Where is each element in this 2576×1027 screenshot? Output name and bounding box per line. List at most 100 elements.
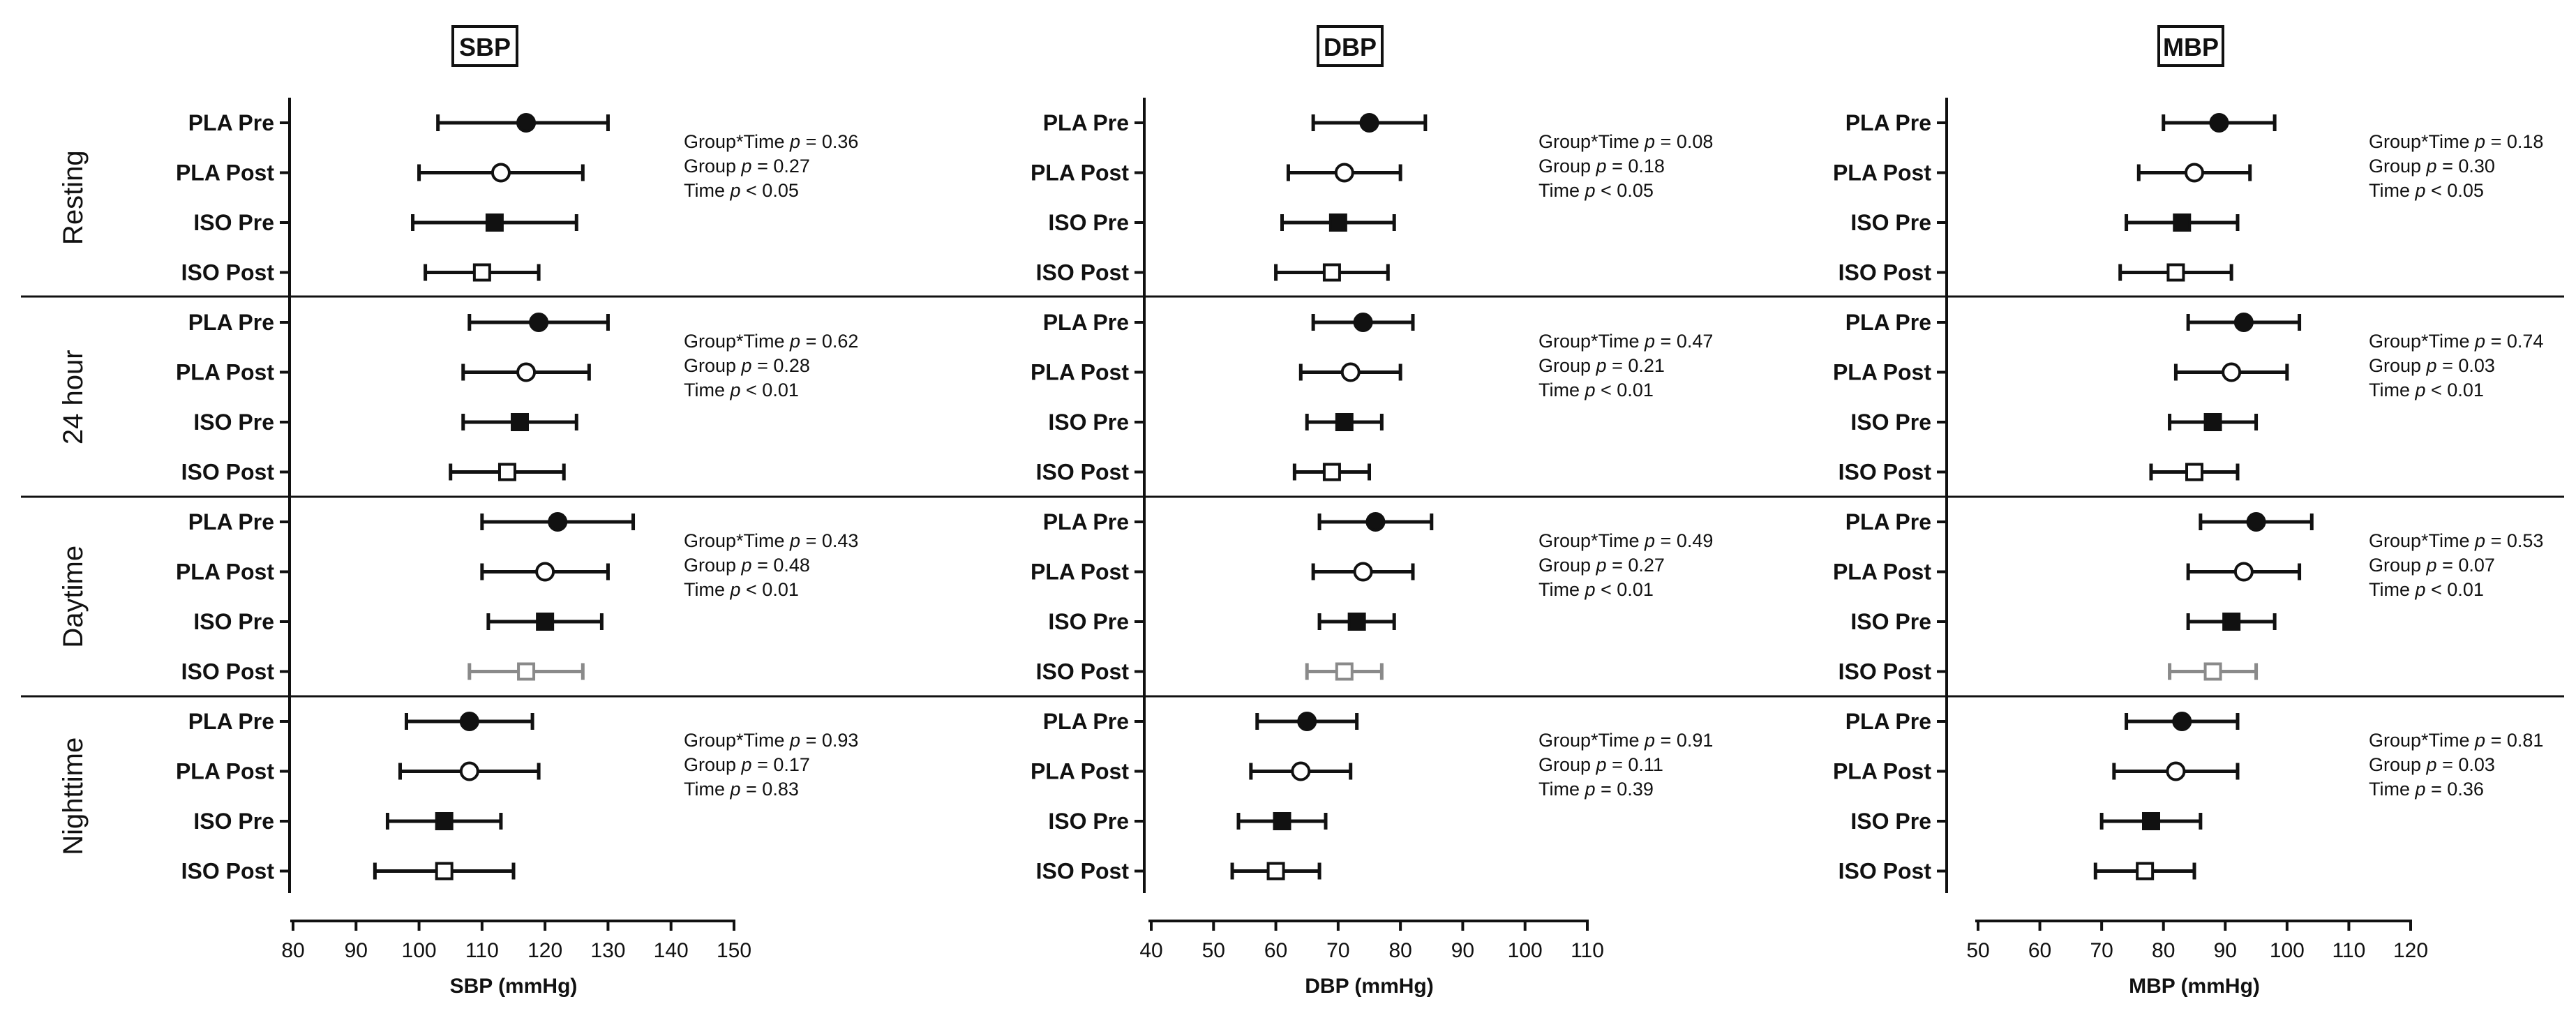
x-tick-label: 40 xyxy=(1139,939,1162,962)
mean-marker-resting-pla-post xyxy=(2185,163,2204,183)
mean-marker-resting-pla-post xyxy=(1334,163,1354,183)
mean-marker-24-hour-pla-post xyxy=(516,362,537,382)
condition-label-nighttime: Nighttime xyxy=(58,737,89,855)
mean-marker-24-hour-iso-post xyxy=(497,463,516,481)
mean-marker-daytime-iso-pre xyxy=(536,613,555,631)
x-tick-label: 130 xyxy=(590,939,625,962)
panel-title: SBP xyxy=(459,33,511,61)
stat-group-nighttime: Group p = 0.17 xyxy=(684,754,810,775)
row-label-pla-pre: PLA Pre xyxy=(1845,310,1931,335)
panel-title: DBP xyxy=(1324,33,1377,61)
x-tick-label: 90 xyxy=(2214,939,2237,962)
mean-marker-daytime-iso-post xyxy=(517,662,536,681)
x-tick-label: 70 xyxy=(2090,939,2113,962)
mean-marker-resting-iso-pre xyxy=(485,213,504,232)
stat-group-resting: Group p = 0.30 xyxy=(2369,156,2495,177)
mean-marker-nighttime-iso-post xyxy=(2136,862,2155,880)
row-label-pla-pre: PLA Pre xyxy=(188,310,274,335)
stat-group-resting: Group p = 0.18 xyxy=(1538,156,1665,177)
stat-time-resting: Time p < 0.05 xyxy=(684,180,799,201)
row-label-pla-post: PLA Post xyxy=(1031,560,1129,585)
x-axis-label: SBP (mmHg) xyxy=(450,975,578,998)
row-label-pla-pre: PLA Pre xyxy=(188,709,274,734)
mean-marker-resting-pla-pre xyxy=(1359,113,1379,133)
row-label-iso-post: ISO Post xyxy=(181,859,275,884)
row-label-iso-post: ISO Post xyxy=(1036,260,1130,285)
stat-interaction-daytime: Group*Time p = 0.43 xyxy=(684,530,858,551)
row-label-iso-pre: ISO Pre xyxy=(1850,410,1931,435)
mean-marker-daytime-pla-pre xyxy=(2246,512,2266,532)
stat-group-resting: Group p = 0.27 xyxy=(684,156,810,177)
panel-title-box xyxy=(451,25,518,67)
mean-marker-resting-pla-pre xyxy=(516,113,537,133)
row-label-pla-pre: PLA Pre xyxy=(1043,709,1129,734)
mean-marker-daytime-pla-pre xyxy=(548,512,568,532)
row-label-iso-pre: ISO Pre xyxy=(1048,809,1129,834)
condition-label-daytime: Daytime xyxy=(58,546,89,648)
mean-marker-nighttime-pla-post xyxy=(459,761,479,781)
mean-marker-resting-iso-post xyxy=(2166,263,2185,282)
row-label-iso-post: ISO Post xyxy=(1839,260,1932,285)
row-label-iso-pre: ISO Pre xyxy=(1048,210,1129,235)
stat-interaction-resting: Group*Time p = 0.08 xyxy=(1538,131,1713,152)
stat-interaction-resting: Group*Time p = 0.18 xyxy=(2369,131,2543,152)
x-axis-label: DBP (mmHg) xyxy=(1305,975,1433,998)
row-label-iso-pre: ISO Pre xyxy=(1850,609,1931,634)
panel-title-box xyxy=(1317,25,1384,67)
row-label-iso-pre: ISO Pre xyxy=(1850,809,1931,834)
stat-time-nighttime: Time p = 0.83 xyxy=(684,779,799,800)
mean-marker-24-hour-iso-pre xyxy=(511,413,530,431)
stat-interaction-daytime: Group*Time p = 0.49 xyxy=(1538,530,1713,551)
x-tick-label: 90 xyxy=(345,939,368,962)
stat-group-daytime: Group p = 0.27 xyxy=(1538,555,1665,576)
mean-marker-resting-iso-pre xyxy=(2173,213,2192,232)
row-label-iso-post: ISO Post xyxy=(1839,859,1932,884)
row-label-iso-pre: ISO Pre xyxy=(193,210,274,235)
mean-marker-daytime-iso-post xyxy=(1335,662,1354,681)
mean-marker-nighttime-iso-pre xyxy=(435,812,454,830)
row-label-pla-pre: PLA Pre xyxy=(188,110,274,135)
row-label-iso-post: ISO Post xyxy=(181,460,275,485)
row-label-iso-pre: ISO Pre xyxy=(193,809,274,834)
row-label-pla-post: PLA Post xyxy=(176,560,274,585)
x-tick-label: 80 xyxy=(2152,939,2175,962)
stat-interaction-nighttime: Group*Time p = 0.81 xyxy=(2369,730,2543,751)
mean-marker-nighttime-iso-pre xyxy=(2142,812,2160,830)
panel-mbp: MBP PLA Pre PLA Post ISO Pre ISO Post Group*T… xyxy=(21,25,2564,998)
x-tick-label: 90 xyxy=(1451,939,1474,962)
x-tick-label: 110 xyxy=(2332,939,2366,962)
stat-group-daytime: Group p = 0.07 xyxy=(2369,555,2495,576)
row-label-iso-post: ISO Post xyxy=(181,659,275,684)
stat-group-24-hour: Group p = 0.21 xyxy=(1538,355,1665,376)
stat-time-daytime: Time p < 0.01 xyxy=(684,579,799,600)
mean-marker-24-hour-iso-post xyxy=(1322,463,1341,481)
row-label-iso-post: ISO Post xyxy=(1839,460,1932,485)
mean-marker-24-hour-pla-pre xyxy=(2233,313,2254,332)
mean-marker-resting-iso-post xyxy=(1322,263,1341,282)
stat-time-24-hour: Time p < 0.01 xyxy=(2369,380,2484,400)
mean-marker-24-hour-pla-pre xyxy=(1353,313,1373,332)
mean-marker-nighttime-iso-post xyxy=(435,862,454,880)
x-tick-label: 120 xyxy=(527,939,562,962)
row-label-iso-post: ISO Post xyxy=(1839,659,1932,684)
stat-time-24-hour: Time p < 0.01 xyxy=(1538,380,1654,400)
stat-group-24-hour: Group p = 0.28 xyxy=(684,355,810,376)
row-label-pla-pre: PLA Pre xyxy=(1845,509,1931,534)
row-label-pla-post: PLA Post xyxy=(176,160,274,186)
row-label-iso-post: ISO Post xyxy=(181,260,275,285)
mean-marker-resting-iso-post xyxy=(472,263,491,282)
row-label-iso-pre: ISO Pre xyxy=(1048,609,1129,634)
row-label-pla-post: PLA Post xyxy=(1833,759,1931,784)
mean-marker-24-hour-pla-post xyxy=(2222,362,2242,382)
mean-marker-nighttime-pla-pre xyxy=(459,712,479,731)
row-label-pla-pre: PLA Pre xyxy=(188,509,274,534)
row-label-pla-post: PLA Post xyxy=(1031,160,1129,186)
row-label-iso-post: ISO Post xyxy=(1036,659,1130,684)
row-label-pla-pre: PLA Pre xyxy=(1043,310,1129,335)
panel-title: MBP xyxy=(2163,33,2219,61)
row-label-iso-post: ISO Post xyxy=(1036,859,1130,884)
mean-marker-daytime-pla-post xyxy=(2233,562,2254,582)
stat-time-resting: Time p < 0.05 xyxy=(2369,180,2484,201)
x-tick-label: 150 xyxy=(717,939,751,962)
